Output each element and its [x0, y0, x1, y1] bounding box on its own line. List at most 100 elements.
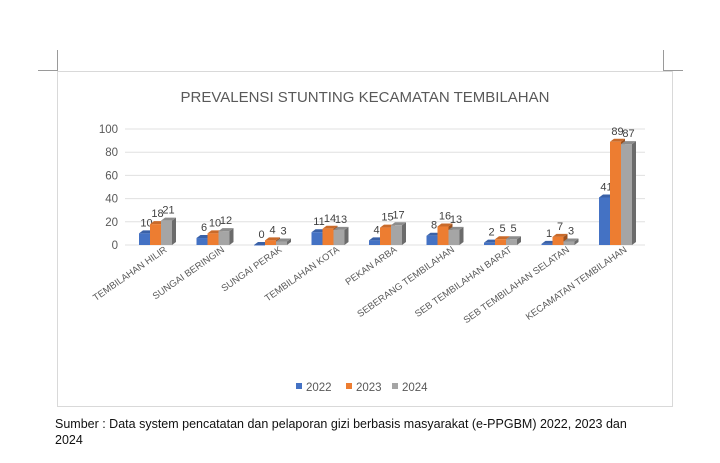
bar-top [563, 238, 579, 242]
bar [437, 226, 449, 245]
bar [150, 224, 161, 245]
y-tick-label: 0 [112, 240, 118, 252]
bar [563, 241, 575, 245]
bar [333, 229, 345, 245]
data-label: 13 [335, 214, 347, 226]
y-tick-label: 40 [105, 194, 118, 206]
data-label: 87 [622, 128, 634, 140]
bar [380, 227, 391, 245]
data-label: 1 [546, 228, 552, 240]
bar [426, 235, 438, 245]
data-label: 14 [324, 213, 336, 225]
bar [207, 233, 219, 245]
chart-title: PREVALENSI STUNTING KECAMATAN TEMBILAHAN [181, 89, 550, 106]
bar [448, 229, 460, 245]
data-label: 3 [280, 226, 286, 238]
data-label: 21 [162, 205, 174, 217]
bar-top [495, 236, 510, 240]
x-tick-label: KECAMATAN TEMBILAHAN [524, 244, 629, 322]
bar-top [610, 138, 625, 142]
bar [276, 241, 287, 245]
bar [610, 141, 621, 245]
bar [161, 220, 172, 245]
data-label: 5 [510, 223, 516, 235]
y-tick-label: 80 [105, 147, 118, 159]
bar [541, 243, 553, 245]
legend-swatch [392, 383, 398, 389]
data-label: 17 [392, 209, 404, 221]
bar [218, 231, 230, 245]
bar [311, 232, 323, 245]
x-tick-label: SEB TEMBILAHAN SELATAN [462, 244, 572, 326]
bar-side [574, 238, 579, 245]
bar-side [344, 226, 349, 245]
corner-mark [663, 50, 664, 71]
chart-area [57, 71, 673, 407]
bar [196, 238, 208, 245]
x-tick-label: SEBERANG TEMBILAHAN [355, 244, 456, 320]
bar [484, 242, 495, 245]
data-label: 6 [201, 222, 207, 234]
data-label: 18 [151, 208, 163, 220]
bar [139, 233, 150, 245]
legend-label: 2022 [306, 382, 332, 394]
bar [621, 144, 632, 245]
data-label: 10 [140, 217, 152, 229]
bar-side [229, 228, 234, 245]
data-label: 4 [269, 224, 275, 236]
data-label: 0 [258, 229, 264, 241]
bar [599, 197, 610, 245]
bar-side [459, 226, 464, 245]
data-label: 13 [450, 214, 462, 226]
data-label: 89 [611, 126, 623, 138]
x-tick-label: SEB TEMBILAHAN BARAT [413, 244, 514, 320]
bar-side [172, 217, 176, 245]
legend-swatch [346, 383, 352, 389]
bar-top [161, 217, 176, 221]
bar-top [552, 233, 568, 237]
bar [495, 239, 506, 245]
data-label: 7 [557, 221, 563, 233]
corner-mark [38, 70, 58, 71]
legend-label: 2024 [402, 382, 428, 394]
bar-side [632, 141, 636, 245]
y-tick-label: 60 [105, 170, 118, 182]
bar-top [437, 223, 453, 227]
bar-top [621, 141, 636, 145]
y-tick-label: 20 [105, 217, 118, 229]
source-caption: Sumber : Data system pencatatan dan pela… [55, 417, 627, 447]
data-label: 16 [439, 210, 451, 222]
data-label: 15 [381, 212, 393, 224]
bar [391, 225, 402, 245]
bar-top [322, 225, 338, 229]
data-label: 10 [209, 217, 221, 229]
bar-top [276, 238, 291, 242]
bar [254, 245, 265, 246]
y-tick-label: 100 [99, 124, 118, 136]
data-label: 12 [220, 215, 232, 227]
data-label: 2 [488, 227, 494, 239]
data-label: 4 [373, 224, 379, 236]
bar [322, 228, 334, 245]
bar-top [265, 237, 280, 241]
bar-side [402, 222, 406, 245]
bar-top [218, 228, 234, 232]
corner-mark [663, 70, 683, 71]
data-label: 3 [568, 226, 574, 238]
bar [369, 240, 380, 245]
bar-top [333, 226, 349, 230]
corner-mark [57, 50, 58, 71]
bar-top [448, 226, 464, 230]
bar [265, 240, 276, 245]
bar [506, 239, 517, 245]
bar-top [506, 236, 521, 240]
bar-top [391, 222, 406, 226]
data-label: 8 [431, 220, 437, 232]
bar-side [517, 236, 521, 245]
x-tick-label: PEKAN ARBA [344, 244, 400, 288]
bar [552, 236, 564, 245]
data-label: 11 [313, 216, 324, 228]
legend-swatch [296, 383, 302, 389]
data-label: 5 [499, 223, 505, 235]
